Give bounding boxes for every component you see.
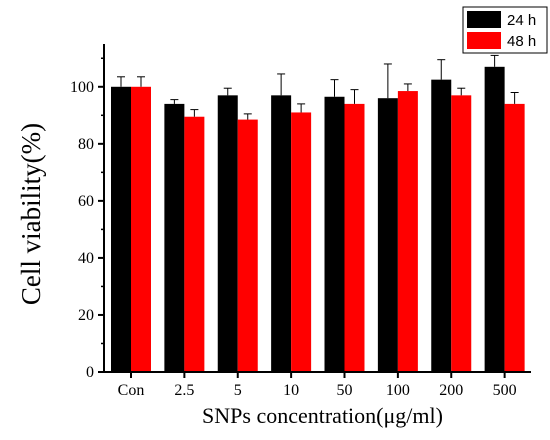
bar-24h-2.5	[164, 103, 185, 372]
legend-swatch	[467, 11, 501, 28]
bar-48h-10	[291, 112, 312, 372]
bar-48h-500	[504, 103, 525, 372]
y-tick-label: 40	[78, 250, 94, 267]
y-tick-label: 0	[86, 364, 94, 381]
legend: 24 h 48 h	[462, 6, 548, 54]
y-axis-title: Cell viability(%)	[16, 123, 46, 305]
x-tick-label: 100	[386, 382, 410, 399]
bar-48h-100	[397, 91, 418, 373]
bar-24h-500	[484, 66, 505, 373]
y-tick-label: 100	[70, 79, 94, 96]
y-tick-label: 60	[78, 193, 94, 210]
bar-48h-200	[451, 95, 472, 373]
bar-48h-2.5	[184, 116, 205, 372]
bar-24h-5	[217, 95, 238, 373]
y-tick-label: 80	[78, 136, 94, 153]
x-tick-label: 5	[234, 382, 242, 399]
bar-48h-5	[237, 119, 258, 372]
bar-24h-50	[324, 96, 345, 372]
legend-swatch	[467, 32, 501, 49]
x-tick-label: 50	[337, 382, 353, 399]
legend-label: 24 h	[507, 12, 536, 29]
ticks-layer: 0 20 40 60 80 100 Con 2.5 5 10 50 100 200 500	[70, 57, 517, 399]
y-tick-label: 20	[78, 307, 94, 324]
x-axis-title: SNPs concentration(μg/ml)	[202, 403, 443, 428]
x-tick-label: Con	[118, 382, 145, 399]
x-tick-label: 200	[439, 382, 463, 399]
bar-24h-200	[431, 79, 452, 373]
x-tick-label: 2.5	[174, 382, 194, 399]
bar-48h-50	[344, 103, 365, 372]
bar-24h-10	[271, 95, 292, 373]
x-tick-label: 500	[493, 382, 517, 399]
bars-layer	[111, 54, 525, 373]
bar-24h-Con	[111, 86, 131, 373]
legend-label: 48 h	[507, 33, 536, 50]
bar-48h-Con	[131, 86, 151, 373]
bar-24h-100	[377, 98, 398, 372]
axes-layer	[103, 44, 531, 373]
x-tick-label: 10	[283, 382, 299, 399]
